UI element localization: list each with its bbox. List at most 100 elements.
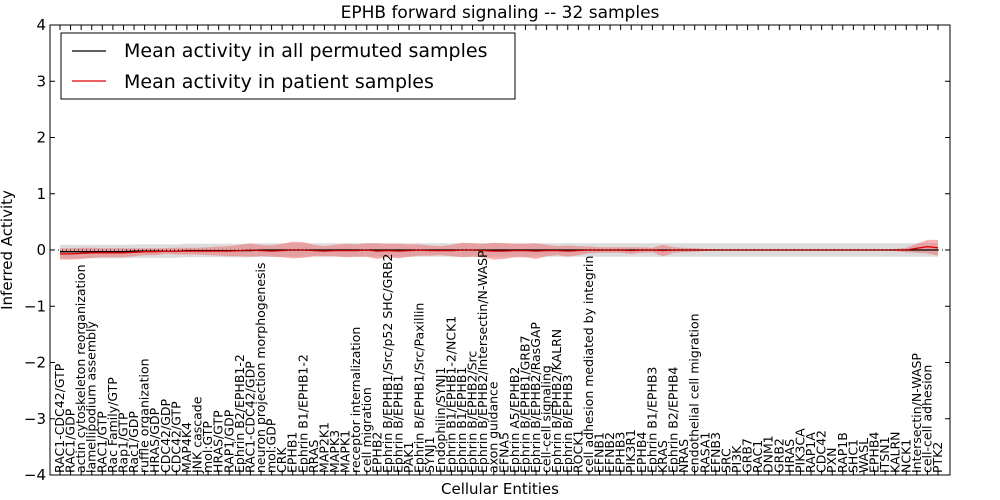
entity-label: PAK1 bbox=[401, 442, 416, 473]
entity-label: RAP1B bbox=[835, 432, 850, 473]
entity-label: Ephrin B/EPHB2/Src bbox=[465, 351, 480, 473]
entity-label: Ephrin B/EPHB2/Intersectin/N-WASP bbox=[475, 250, 490, 473]
entity-label: EFNB1 bbox=[591, 432, 606, 473]
entity-label: Rac1/GDP bbox=[126, 411, 141, 473]
entity-label: SYNJ1 bbox=[422, 436, 437, 473]
entity-label: Ephrin A5/EPHB2 bbox=[507, 367, 522, 473]
entity-label: PIK3R1 bbox=[623, 429, 638, 473]
entity-label: RAC1 bbox=[750, 440, 765, 473]
entity-label: cell-cell adhesion bbox=[919, 365, 934, 473]
entity-label: RASA1 bbox=[697, 432, 712, 473]
y-axis-label: Inferred Activity bbox=[0, 190, 16, 310]
entity-label: neuron projection morphogenesis bbox=[253, 262, 268, 473]
entity-label: Endophilin/SYNJ1 bbox=[433, 367, 448, 473]
entity-label: EPHB4 bbox=[867, 432, 882, 473]
entity-label: EPHB3 bbox=[613, 432, 628, 473]
entity-label: GRB2 bbox=[771, 438, 786, 473]
entity-label: EFNB2 bbox=[602, 432, 617, 473]
entity-label: CDC42 bbox=[814, 430, 829, 473]
entity-label: HRAS/GDP bbox=[147, 407, 162, 473]
y-tick-label: 2 bbox=[36, 129, 46, 147]
entity-label: WASL bbox=[856, 438, 871, 473]
entity-label: Ephrin B2/EPHB1-2 bbox=[232, 354, 247, 473]
entity-label: Ephrin B/EPHB1/Src/Paxillin bbox=[412, 303, 427, 473]
entity-label: NRAS bbox=[676, 439, 691, 473]
entity-label: MAP2K1 bbox=[316, 422, 331, 473]
entity-label: actin cytoskeleton reorganization bbox=[73, 264, 88, 473]
entity-label: lamellipodium assembly bbox=[84, 321, 99, 473]
entity-label: HRAS bbox=[782, 439, 797, 473]
entity-label: Ephrin B/EPHB1 bbox=[391, 375, 406, 473]
entity-label: RAC1/GTP bbox=[94, 411, 109, 473]
x-axis-label: Cellular Entities bbox=[441, 480, 559, 498]
entity-label: cell migration bbox=[359, 387, 374, 473]
entity-label: EFNA5 bbox=[496, 432, 511, 473]
entity-label: Ephrin B1/EPHB1 bbox=[454, 367, 469, 473]
entity-label: ruffle organization bbox=[137, 358, 152, 473]
entity-label: cell adhesion mediated by integrin bbox=[581, 256, 596, 473]
entity-label: ITSN1 bbox=[877, 436, 892, 473]
y-tick-label: −4 bbox=[24, 466, 46, 484]
y-tick-label: 3 bbox=[36, 72, 46, 90]
entity-label: KRAS bbox=[655, 440, 670, 473]
axes: −4 −3 −2 −1 0 1 2 3 4 bbox=[24, 16, 951, 484]
legend-box bbox=[60, 32, 516, 100]
entity-label: CDC42/GTP bbox=[168, 401, 183, 473]
entity-label: RAP1/GDP bbox=[221, 409, 236, 473]
entity-label: Ephrin B/EPHB2/KALRN bbox=[549, 329, 564, 473]
entity-label: JNK cascade bbox=[190, 396, 205, 474]
entity-label: MAP4K4 bbox=[179, 422, 194, 473]
y-tick-label: −2 bbox=[24, 354, 46, 372]
legend: Mean activity in all permuted samples Me… bbox=[60, 32, 516, 100]
entity-label: Ephrin B1/EPHB1-2 bbox=[295, 354, 310, 473]
y-tick-label: 1 bbox=[36, 185, 46, 203]
entity-label: MAPK1 bbox=[338, 430, 353, 473]
entity-label: EPHB1 bbox=[285, 432, 300, 473]
entity-label: cell-cell signaling bbox=[539, 365, 554, 473]
entity-label: RAC1-CDC42/GDP bbox=[242, 361, 257, 473]
entity-label: RRAS bbox=[306, 440, 321, 473]
entity-label: SRC bbox=[718, 448, 733, 473]
entity-label: CRK bbox=[274, 447, 289, 473]
entity-label: Ephrin B/EPHB3 bbox=[560, 375, 575, 473]
entity-label: HRAS/GTP bbox=[211, 410, 226, 473]
entity-label: ROCK1 bbox=[570, 430, 585, 473]
entity-label: EPHB4 bbox=[634, 432, 649, 473]
entity-label: Ephrin B/EPHB2/RasGAP bbox=[528, 322, 543, 473]
entity-label: Rap1/GTP bbox=[115, 412, 130, 473]
entity-label: CDC42/GDP bbox=[158, 398, 173, 473]
entity-label: mol:GDP bbox=[264, 418, 279, 473]
y-tick-label: −3 bbox=[24, 410, 46, 428]
entity-label: mol:GTP bbox=[200, 421, 215, 473]
legend-label-patient: Mean activity in patient samples bbox=[124, 71, 434, 93]
entity-label: Intersectin/N-WASP bbox=[909, 353, 924, 473]
y-tick-label: −1 bbox=[24, 297, 46, 315]
y-tick-label: 0 bbox=[36, 241, 46, 259]
entity-label: PXN bbox=[824, 448, 839, 473]
entity-label: EPHB2 bbox=[369, 432, 384, 473]
entity-label: MAPK3 bbox=[327, 430, 342, 473]
legend-label-permuted: Mean activity in all permuted samples bbox=[124, 40, 487, 62]
entity-label: Ephrin B1/EPHB1-2/NCK1 bbox=[443, 316, 458, 473]
entity-label: DNM1 bbox=[761, 435, 776, 473]
entity-label: RAP1A bbox=[803, 432, 818, 473]
entity-label: Ephrin B/EPHB1/GRB7 bbox=[517, 335, 532, 473]
entity-label: PI3K bbox=[729, 445, 744, 473]
entity-label: RAC1/GDP bbox=[63, 408, 78, 473]
y-tick-label: 4 bbox=[36, 16, 46, 34]
entity-label: Ephrin B/EPHB1/Src/p52 SHC/GRB2 bbox=[380, 253, 395, 473]
entity-label: KALRN bbox=[888, 431, 903, 473]
entity-label: axon guidance bbox=[486, 381, 501, 473]
entity-label: receptor internalization bbox=[348, 327, 363, 473]
entity-label: SHC1 bbox=[845, 439, 860, 473]
entity-label: EFNB3 bbox=[708, 432, 723, 473]
entity-label: PTK2 bbox=[930, 442, 945, 473]
entity-label: Ephrin B2/EPHB4 bbox=[666, 367, 681, 473]
entity-label: RAC1-CDC42/GTP bbox=[52, 363, 67, 473]
entity-label: endothelial cell migration bbox=[687, 313, 702, 473]
entity-label: PIK3CA bbox=[792, 428, 807, 473]
series-lines bbox=[50, 245, 950, 255]
entity-label: Rac Family/GTP bbox=[105, 377, 120, 473]
